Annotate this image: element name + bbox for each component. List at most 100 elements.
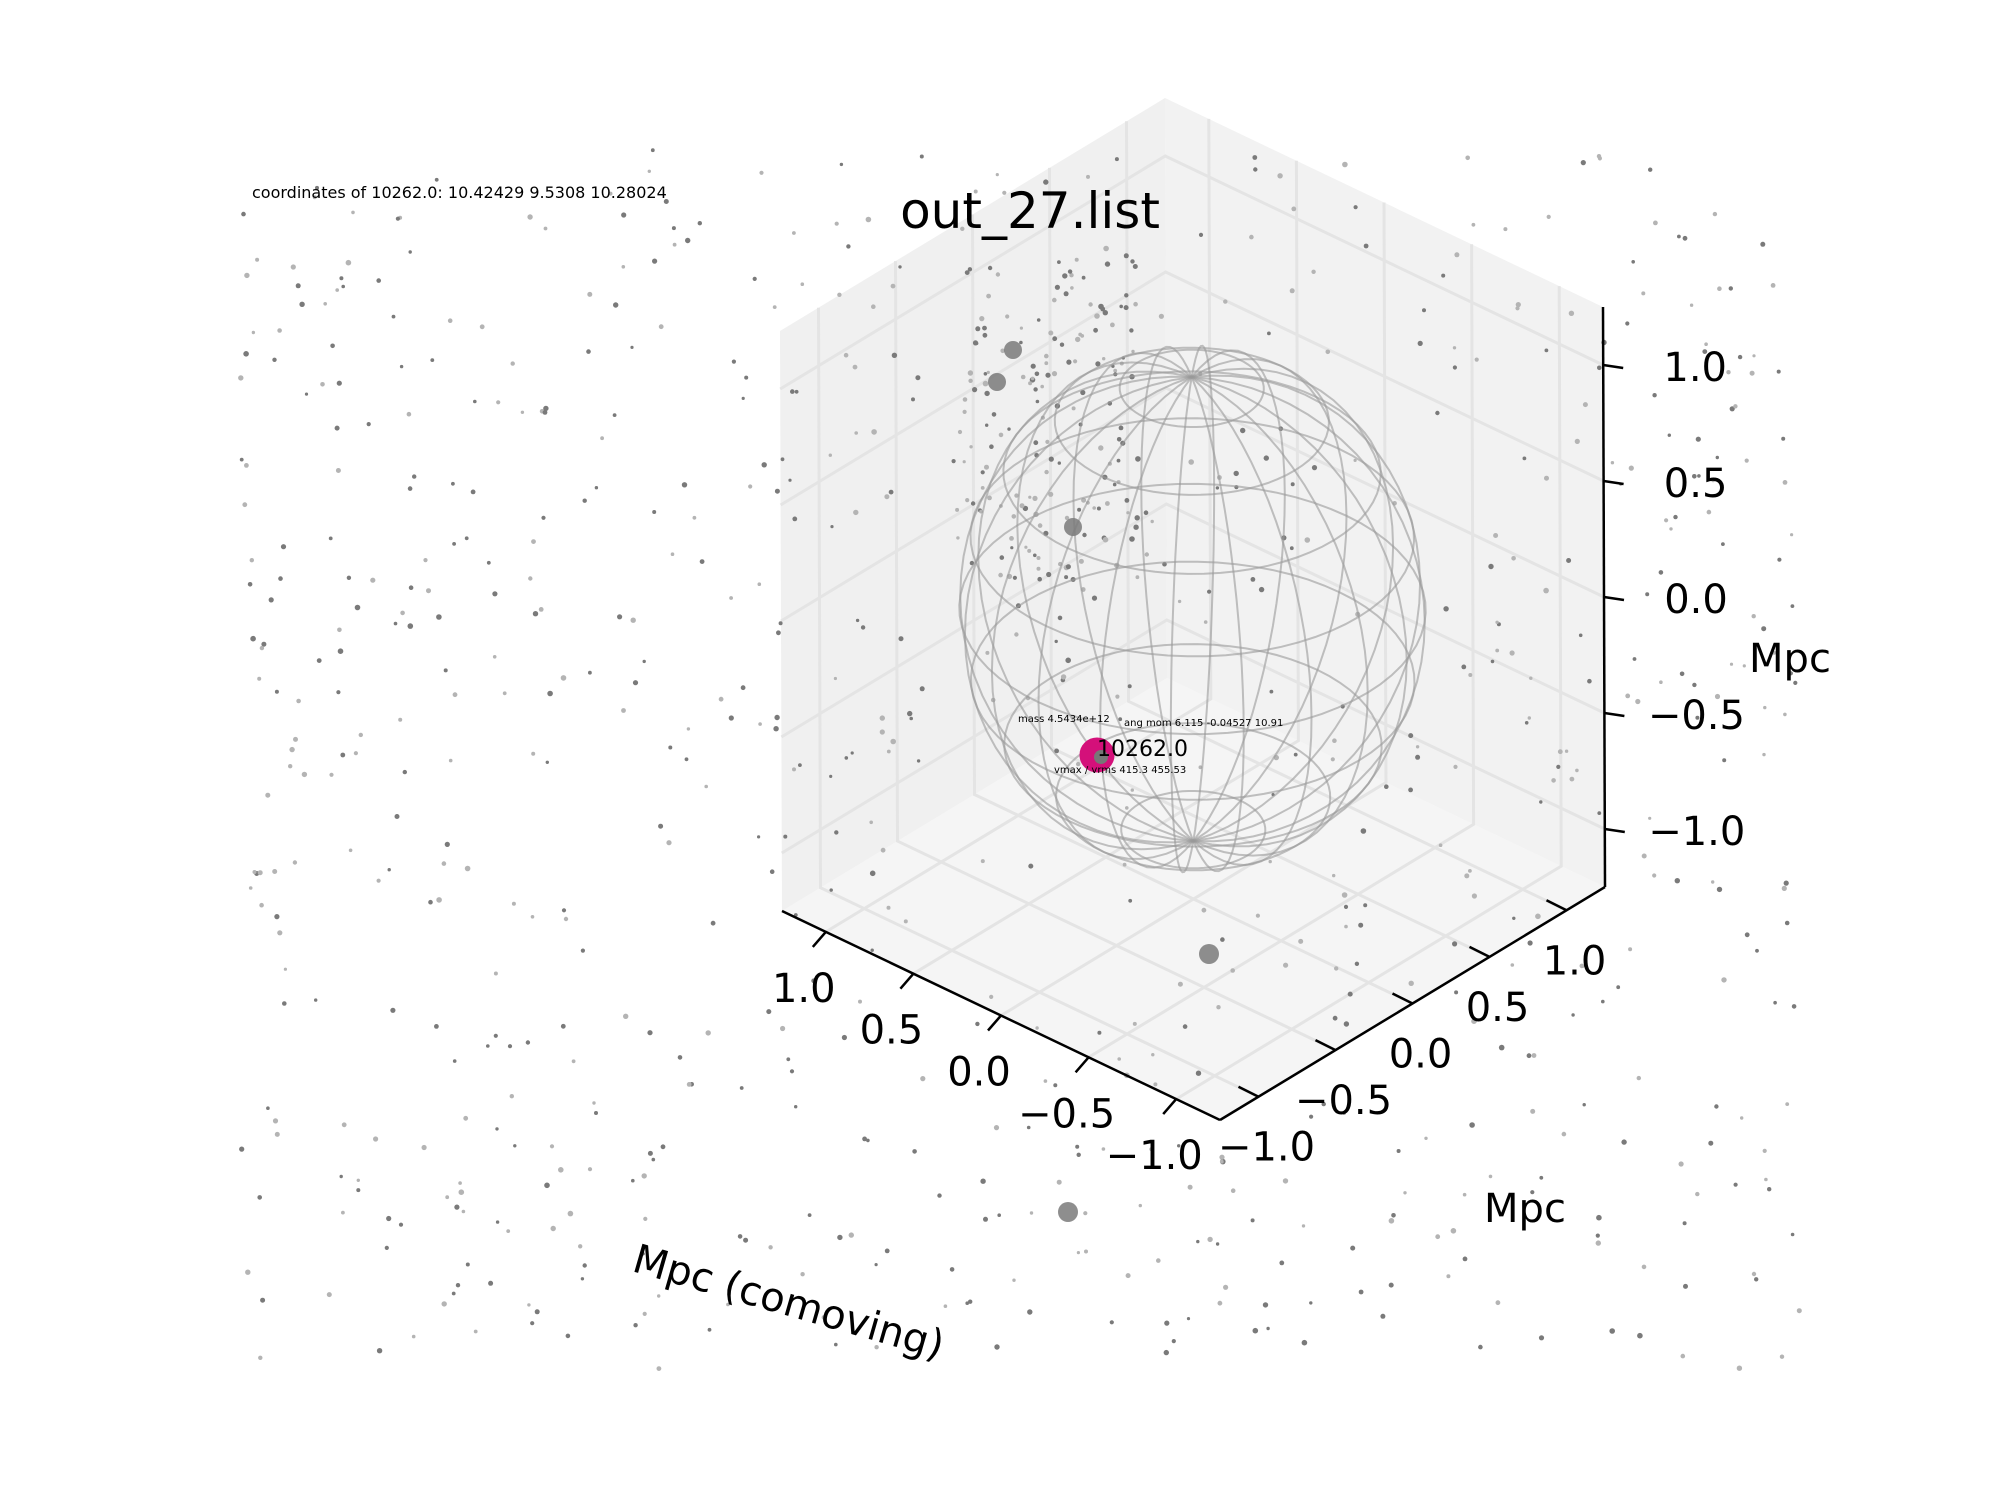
particle-point: [1415, 754, 1421, 760]
central-halo-ang-mom: ang mom 6.115 -0.04527 10.91: [1124, 718, 1283, 729]
particle-point: [1216, 1005, 1221, 1010]
particle-point: [969, 445, 973, 449]
particle-point: [1659, 680, 1663, 684]
z-tick: [1604, 711, 1625, 718]
particle-point: [1388, 1218, 1395, 1224]
particle-point: [1149, 1147, 1154, 1152]
particle-point: [1697, 474, 1701, 478]
particle-point: [1561, 1131, 1567, 1137]
particle-point: [1080, 334, 1085, 338]
particle-point: [890, 738, 896, 745]
particle-point: [846, 244, 851, 249]
particle-point: [1033, 553, 1037, 558]
particle-point: [1188, 459, 1194, 465]
particle-point: [495, 1220, 500, 1224]
particle-point: [1726, 370, 1731, 375]
particle-point: [869, 870, 876, 877]
particle-point: [843, 352, 849, 358]
particle-point: [1048, 456, 1054, 462]
particle-point: [1443, 606, 1449, 612]
particle-point: [272, 1118, 279, 1124]
subhalo-point: [1199, 944, 1219, 964]
particle-point: [780, 457, 785, 462]
particle-point: [1052, 336, 1058, 342]
particle-point: [1134, 515, 1140, 521]
particle-point: [1150, 519, 1154, 524]
particle-point: [982, 380, 989, 387]
particle-point: [315, 185, 319, 190]
particle-point: [391, 314, 396, 319]
particle-point: [304, 392, 309, 396]
particle-point: [1641, 291, 1646, 296]
particle-point: [1304, 537, 1311, 543]
particle-point: [1652, 393, 1657, 398]
particle-point: [982, 332, 988, 338]
particle-point: [1704, 342, 1708, 347]
particle-point: [339, 276, 344, 281]
particle-point: [356, 1188, 361, 1193]
particle-point: [768, 1245, 773, 1250]
particle-point: [578, 1244, 583, 1249]
particle-point: [496, 400, 501, 405]
particle-point: [1128, 898, 1133, 903]
particle-point: [408, 250, 412, 254]
particle-point: [1783, 712, 1787, 717]
particle-point: [1129, 328, 1134, 333]
particle-point: [443, 668, 448, 673]
particle-point: [558, 1167, 564, 1173]
particle-point: [984, 390, 990, 397]
particle-point: [288, 764, 293, 769]
particle-point: [330, 343, 335, 349]
particle-point: [1112, 482, 1117, 487]
particle-point: [612, 413, 617, 417]
particle-point: [1027, 1309, 1033, 1315]
particle-point: [772, 305, 777, 309]
particle-point: [348, 848, 353, 853]
particle-point: [527, 214, 533, 220]
particle-point: [600, 436, 604, 441]
particle-point: [726, 1302, 730, 1307]
particle-point: [339, 1174, 343, 1179]
particle-point: [1266, 1326, 1270, 1331]
particle-point: [463, 1115, 469, 1121]
particle-point: [451, 481, 455, 486]
particle-point: [651, 1157, 656, 1162]
particle-point: [837, 1234, 843, 1241]
particle-point: [987, 495, 992, 501]
particle-point: [909, 716, 913, 721]
particle-point: [1133, 301, 1138, 307]
particle-point: [1363, 903, 1368, 908]
particle-point: [1088, 302, 1093, 307]
particle-point: [1543, 587, 1549, 594]
particle-point: [502, 691, 507, 696]
particle-point: [261, 641, 267, 647]
particle-point: [1546, 214, 1551, 219]
particle-point: [1635, 698, 1641, 705]
particle-point: [1249, 234, 1254, 240]
particle-point: [458, 1189, 465, 1195]
y-tick-label: 1.0: [1543, 938, 1607, 984]
particle-point: [1777, 557, 1782, 562]
particle-point: [334, 425, 340, 431]
particle-point: [543, 405, 549, 412]
particle-point: [852, 364, 858, 370]
particle-point: [1207, 589, 1212, 594]
particle-point: [408, 585, 414, 590]
particle-point: [965, 1301, 969, 1305]
particle-point: [1752, 354, 1756, 358]
particle-point: [670, 552, 675, 556]
particle-point: [855, 618, 860, 623]
particle-point: [1054, 284, 1060, 290]
particle-point: [1144, 552, 1150, 557]
particle-point: [788, 478, 792, 482]
particle-point: [668, 745, 673, 750]
particle-point: [632, 680, 639, 686]
particle-point: [290, 264, 296, 270]
particle-point: [520, 410, 525, 414]
particle-point: [387, 868, 391, 872]
particle-point: [580, 1277, 585, 1281]
particle-point: [1796, 1308, 1802, 1314]
particle-point: [452, 542, 456, 546]
particle-point: [737, 1234, 743, 1239]
particle-point: [1215, 486, 1220, 490]
